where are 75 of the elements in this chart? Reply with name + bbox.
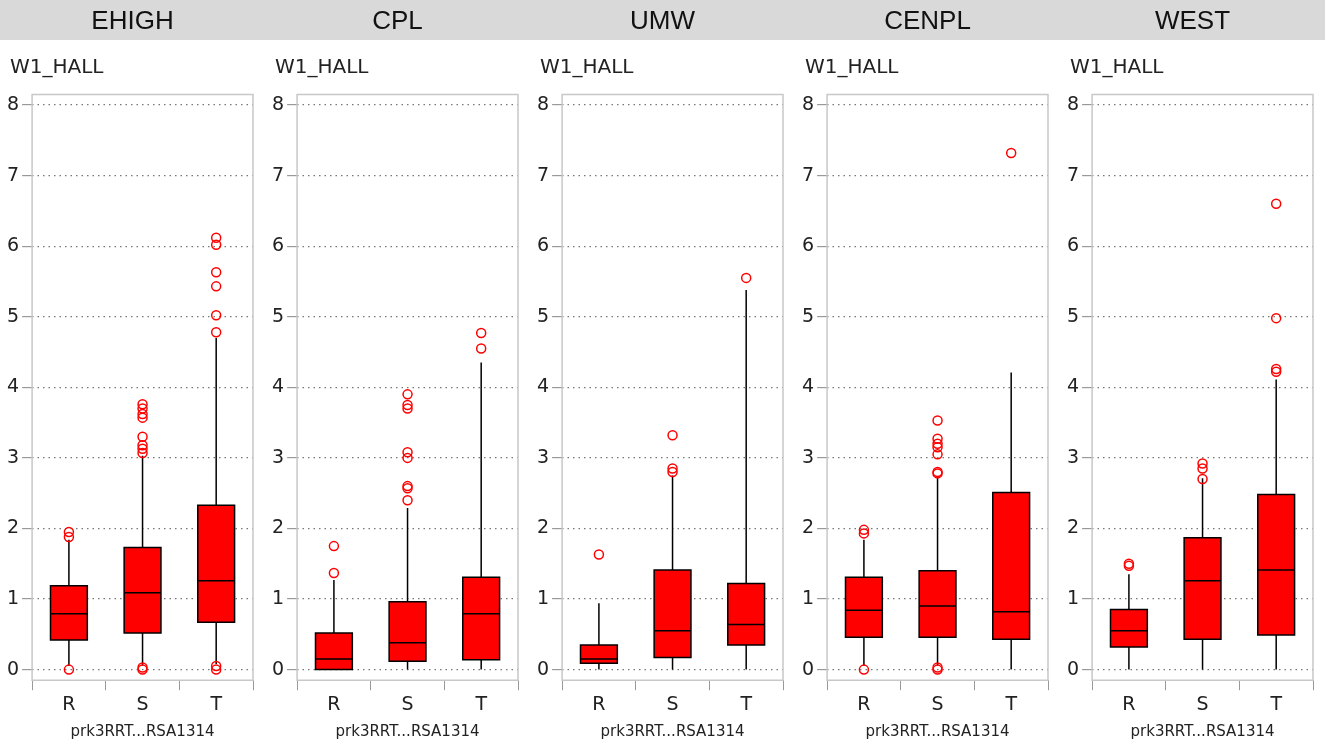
y-tick-label: 1 [271,585,285,608]
x-tick-label: R [327,691,341,714]
x-tick-label: R [857,691,871,714]
y-tick-label: 3 [801,444,815,467]
chart-title: EHIGH [0,0,265,40]
y-tick-label: 2 [1066,515,1080,538]
y-tick-label: 2 [6,515,20,538]
y-tick-label: 5 [1066,303,1080,326]
y-tick-label: 0 [271,656,285,679]
y-tick-label: 7 [1066,162,1080,185]
x-tick-label: S [401,691,414,714]
y-tick-label: 8 [1066,91,1080,114]
y-tick-label: 6 [1066,233,1080,256]
chart-title: WEST [1060,0,1325,40]
x-axis-title: prk3RRT...RSA1314 [865,721,1010,740]
chart-title: UMW [530,0,795,40]
y-tick-label: 6 [536,233,550,256]
y-tick-label: 6 [271,233,285,256]
y-tick-label: 7 [801,162,815,185]
y-tick-label: 2 [801,515,815,538]
y-tick-label: 0 [801,656,815,679]
y-tick-label: 4 [1066,374,1080,397]
y-tick-label: 4 [801,374,815,397]
y-tick-label: 7 [6,162,20,185]
y-tick-label: 2 [536,515,550,538]
x-tick-label: T [474,691,488,714]
y-tick-label: 3 [1066,444,1080,467]
y-tick-label: 8 [536,91,550,114]
y-tick-label: 2 [271,515,285,538]
y-tick-label: 7 [536,162,550,185]
y-tick-label: 1 [801,585,815,608]
y-tick-label: 1 [6,585,20,608]
x-tick-label: R [592,691,606,714]
x-tick-label: S [1196,691,1209,714]
x-tick-label: S [136,691,149,714]
y-axis-title: W1_HALL [804,53,900,80]
y-tick-label: 8 [6,91,20,114]
y-tick-label: 8 [801,91,815,114]
x-tick-label: S [666,691,679,714]
x-axis-title: prk3RRT...RSA1314 [70,721,215,740]
y-tick-label: 7 [271,162,285,185]
y-axis-title: W1_HALL [274,53,370,80]
chart-title: CENPL [795,0,1060,40]
y-tick-label: 4 [536,374,550,397]
y-tick-label: 4 [6,374,20,397]
y-tick-label: 0 [536,656,550,679]
y-axis-title: W1_HALL [9,53,105,80]
y-tick-label: 1 [1066,585,1080,608]
x-axis-title: prk3RRT...RSA1314 [1130,721,1275,740]
y-tick-label: 0 [1066,656,1080,679]
x-axis-title: prk3RRT...RSA1314 [600,721,745,740]
x-tick-label: T [1269,691,1283,714]
y-tick-label: 5 [536,303,550,326]
y-tick-label: 0 [6,656,20,679]
x-tick-label: T [209,691,223,714]
y-axis-title: W1_HALL [1069,53,1165,80]
x-tick-label: T [739,691,753,714]
y-tick-label: 5 [271,303,285,326]
y-tick-label: 1 [536,585,550,608]
y-tick-label: 3 [271,444,285,467]
y-tick-label: 3 [6,444,20,467]
y-tick-label: 4 [271,374,285,397]
x-tick-label: R [1122,691,1136,714]
y-tick-label: 8 [271,91,285,114]
x-tick-label: S [931,691,944,714]
y-tick-label: 6 [801,233,815,256]
y-tick-label: 5 [6,303,20,326]
chart-title: CPL [265,0,530,40]
y-axis-title: W1_HALL [539,53,635,80]
y-tick-label: 3 [536,444,550,467]
y-tick-label: 6 [6,233,20,256]
x-axis-title: prk3RRT...RSA1314 [335,721,480,740]
x-tick-label: R [62,691,76,714]
y-tick-label: 5 [801,303,815,326]
x-tick-label: T [1004,691,1018,714]
